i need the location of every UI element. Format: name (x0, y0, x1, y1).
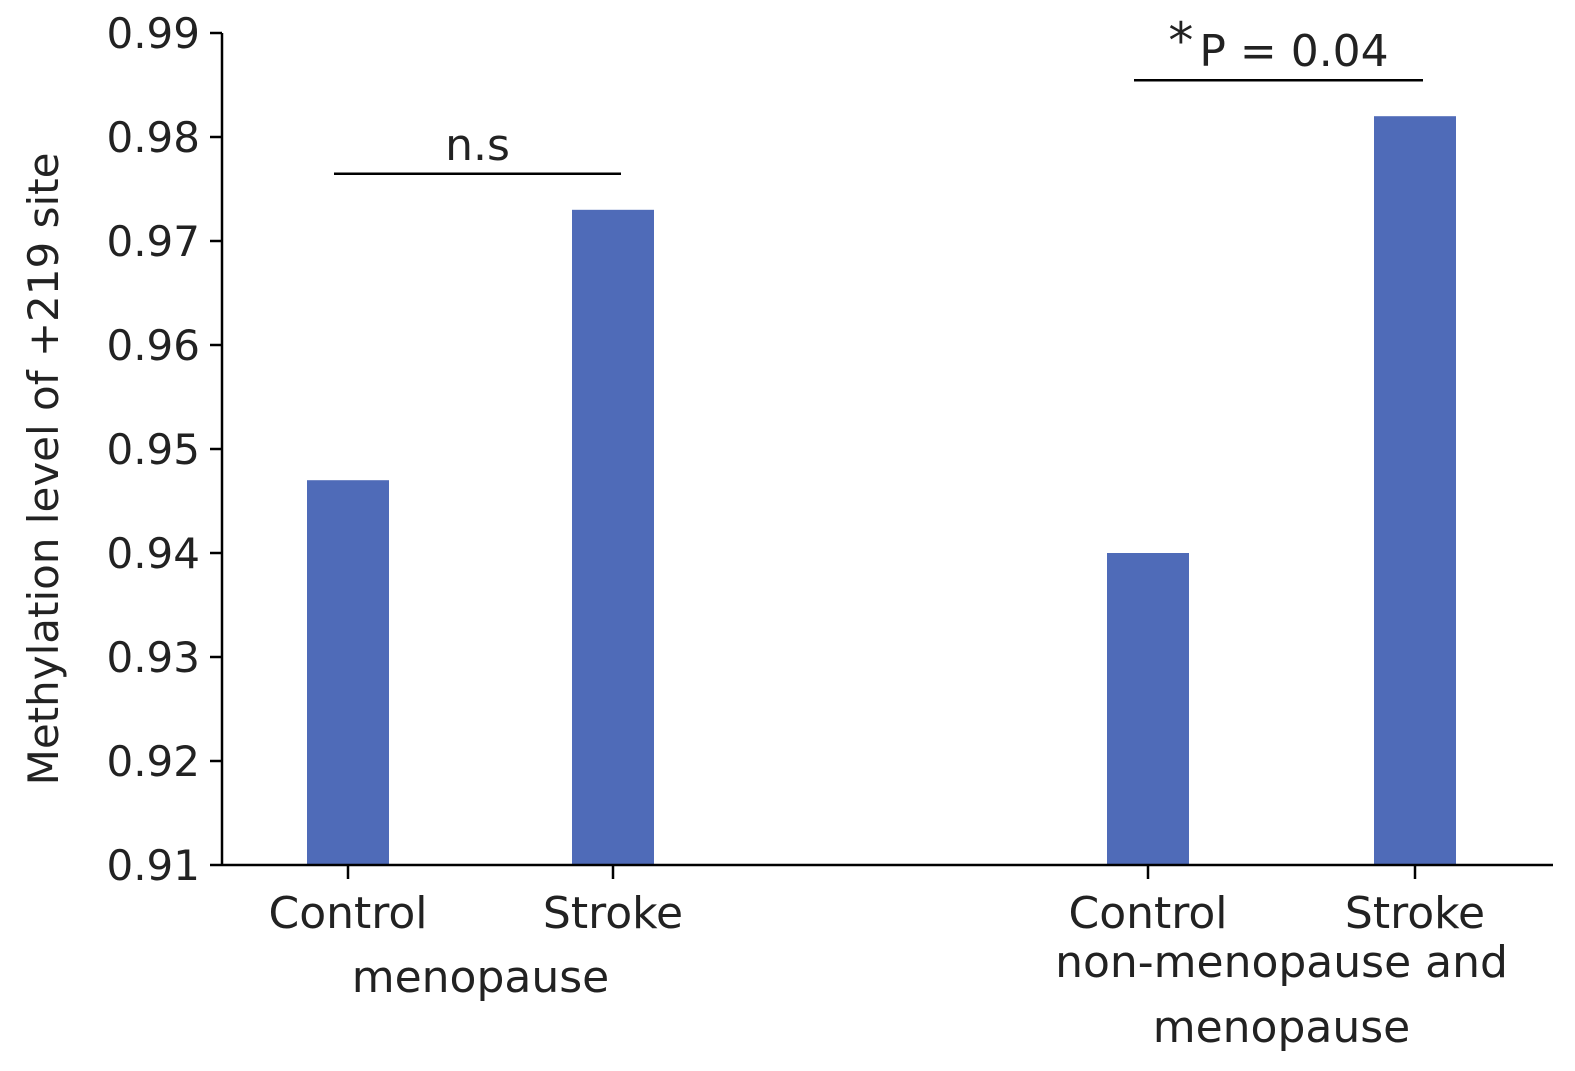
y-tick-label: 0.91 (106, 841, 200, 890)
bar-control-group-1 (307, 480, 389, 865)
x-tick-label: Control (1068, 888, 1227, 939)
y-tick-label: 0.96 (106, 321, 200, 370)
significance-star: * (1168, 12, 1193, 70)
y-tick-label: 0.95 (106, 425, 200, 474)
bars (307, 116, 1456, 866)
y-tick-label: 0.99 (106, 9, 200, 58)
significance-text: P = 0.04 (1199, 26, 1388, 77)
y-axis-title: Methylation level of +219 site (19, 153, 68, 786)
group-label: menopause (352, 952, 610, 1003)
group-label: non-menopause and (1055, 937, 1508, 988)
significance-label: n.s (445, 120, 510, 171)
significance-annotations: n.s * P = 0.04 (334, 12, 1423, 176)
x-tick-label: Control (268, 888, 427, 939)
bar-stroke-group-2 (1374, 116, 1456, 865)
y-tick-label: 0.97 (106, 217, 200, 266)
y-tick-label: 0.92 (106, 737, 200, 786)
y-tick-label: 0.98 (106, 113, 200, 162)
group-label: menopause (1153, 1002, 1411, 1053)
y-tick-label: 0.93 (106, 633, 200, 682)
y-axis-ticks: 0.91 0.92 0.93 0.94 0.95 0.96 0.97 0.98 0.99 (106, 9, 222, 890)
x-tick-label: Stroke (1345, 888, 1485, 939)
bar-stroke-group-1 (572, 209, 654, 866)
bar-control-group-2 (1107, 553, 1189, 865)
x-tick-label: Stroke (543, 888, 683, 939)
significance-label: * P = 0.04 (1168, 12, 1388, 77)
y-tick-label: 0.94 (106, 529, 200, 578)
